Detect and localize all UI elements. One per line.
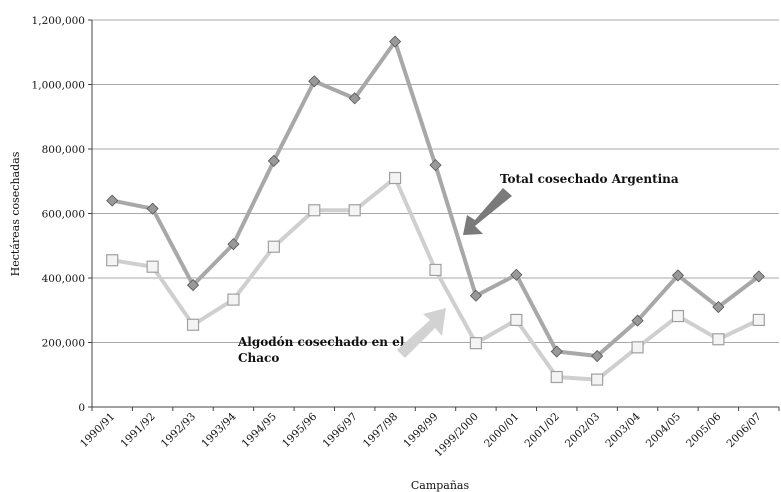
- x-tick-label: 2004/05: [644, 411, 683, 450]
- y-axis-title: Hectáreas cosechadas: [9, 151, 22, 276]
- data-point-argentina: [631, 314, 644, 327]
- data-point-argentina: [308, 75, 321, 88]
- data-point-chaco: [550, 370, 563, 384]
- data-point-chaco: [631, 341, 644, 354]
- data-point-chaco: [712, 333, 725, 346]
- series-layer: [106, 35, 765, 386]
- data-point-argentina: [146, 202, 159, 215]
- x-tick-label: 1999/2000: [432, 411, 481, 460]
- x-tick-label: 1998/99: [401, 411, 440, 450]
- data-point-argentina: [469, 289, 482, 302]
- data-point-argentina: [712, 300, 725, 314]
- data-point-argentina: [591, 349, 604, 363]
- x-tick-label: 2000/01: [482, 411, 521, 450]
- data-point-chaco: [388, 171, 402, 185]
- y-tick-label: 800,000: [42, 144, 85, 156]
- x-tick-label: 1997/98: [361, 411, 400, 450]
- data-point-chaco: [469, 337, 483, 350]
- gridlines: [92, 19, 779, 343]
- data-point-chaco: [348, 204, 361, 217]
- x-tick-label: 1990/91: [78, 411, 117, 450]
- series-line-chaco: [111, 176, 760, 382]
- data-point-chaco: [591, 373, 604, 386]
- data-point-argentina: [267, 154, 280, 167]
- x-tick-label: 2006/07: [725, 411, 764, 450]
- data-point-argentina: [429, 159, 442, 172]
- annotation-chaco-line1: Algodón cosechado en el: [237, 335, 405, 349]
- data-point-chaco: [752, 313, 765, 327]
- data-point-argentina: [106, 194, 119, 207]
- data-point-argentina: [671, 269, 685, 282]
- y-tick-label: 200,000: [42, 338, 85, 350]
- data-point-argentina: [186, 279, 200, 292]
- data-point-argentina: [752, 270, 765, 283]
- data-point-argentina: [510, 268, 523, 281]
- x-tick-label: 2005/06: [684, 410, 724, 450]
- arrow-total-argentina: [463, 188, 512, 235]
- x-tick-label: 1994/95: [240, 411, 279, 450]
- data-point-chaco: [106, 254, 119, 267]
- data-point-chaco: [308, 204, 321, 217]
- x-tick-label: 1991/92: [118, 411, 157, 450]
- data-point-chaco: [267, 240, 280, 253]
- data-point-chaco: [146, 260, 159, 273]
- data-point-chaco: [671, 309, 685, 323]
- x-tick-label: 2003/04: [603, 410, 643, 450]
- x-tick-label: 1996/97: [320, 411, 359, 450]
- data-point-chaco: [429, 263, 442, 277]
- y-tick-label: 0: [78, 402, 85, 414]
- x-tick-label: 2001/02: [523, 411, 562, 450]
- data-point-chaco: [510, 313, 523, 327]
- series-line-argentina: [111, 39, 761, 359]
- x-tick-label: 1993/94: [199, 410, 239, 450]
- y-tick-label: 600,000: [42, 209, 85, 221]
- y-tick-labels: 0 200,000 400,000 600,000 800,000 1,000,000 1,…: [32, 15, 92, 414]
- data-point-chaco: [227, 293, 240, 306]
- data-point-chaco: [186, 318, 200, 331]
- y-tick-label: 400,000: [42, 273, 85, 285]
- data-point-argentina: [227, 238, 240, 251]
- arrow-chaco: [397, 308, 446, 358]
- annotation-chaco-line2: Chaco: [238, 351, 279, 365]
- x-axis-title: Campañas: [411, 479, 470, 492]
- x-tick-label: 1992/93: [159, 411, 198, 450]
- x-tick-label: 2002/03: [563, 411, 602, 450]
- data-point-argentina: [550, 345, 563, 358]
- y-tick-label: 1,000,000: [32, 80, 85, 92]
- data-point-argentina: [348, 92, 361, 105]
- x-tick-labels: 1990/91 1991/92 1992/93 1993/94 1994/95 1995/…: [78, 407, 780, 460]
- annotation-total-argentina: Total cosechado Argentina: [500, 172, 679, 186]
- data-point-argentina: [389, 35, 402, 48]
- y-tick-label: 1,200,000: [32, 15, 85, 27]
- x-tick-label: 1995/96: [280, 410, 320, 450]
